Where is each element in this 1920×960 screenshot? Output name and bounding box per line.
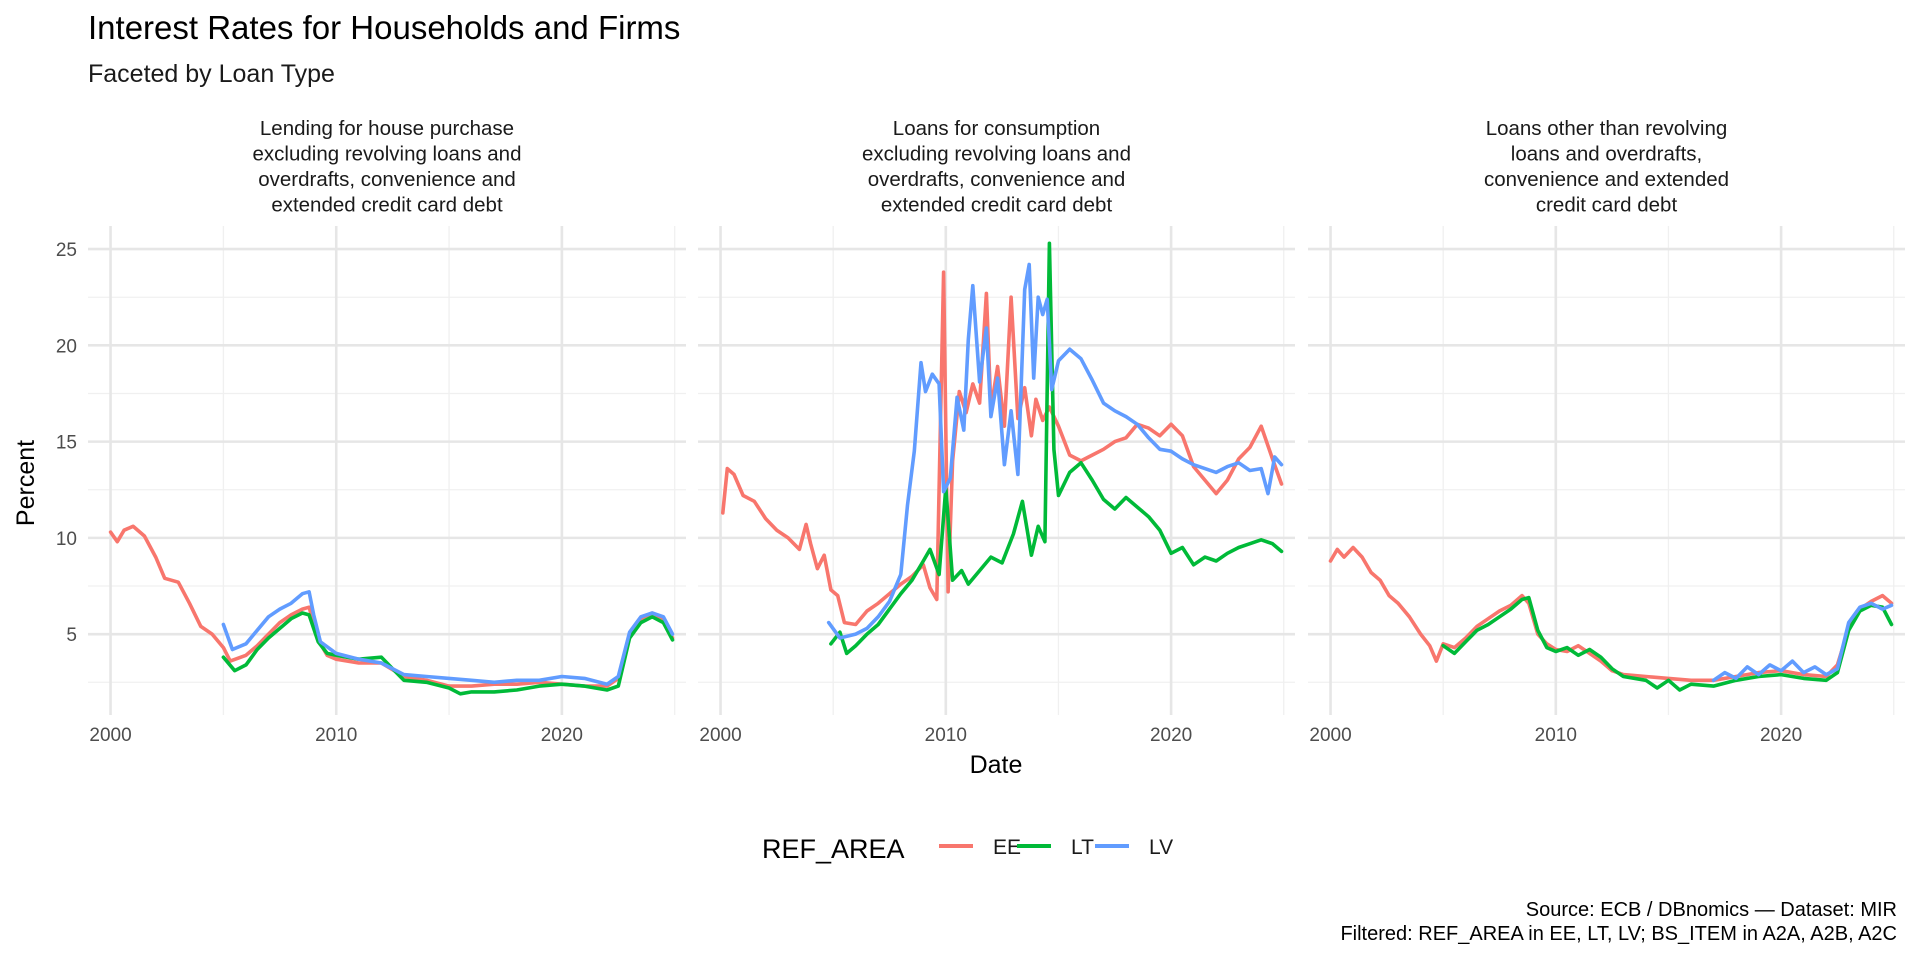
x-tick-label: 2010 bbox=[925, 725, 967, 746]
x-tick-label: 2000 bbox=[699, 725, 741, 746]
x-tick-label: 2000 bbox=[1309, 725, 1351, 746]
y-tick-label: 5 bbox=[66, 625, 77, 646]
legend-entries: EE LT LV bbox=[939, 836, 1173, 859]
legend-label-lv: LV bbox=[1149, 836, 1173, 859]
x-tick-label: 2010 bbox=[1535, 725, 1577, 746]
series-line-ee bbox=[1328, 545, 1894, 683]
facet-panel-1: Lending for house purchase excluding revo… bbox=[56, 117, 686, 746]
x-tick-label: 2020 bbox=[1150, 725, 1192, 746]
caption-source: Source: ECB / DBnomics — Dataset: MIR bbox=[1526, 899, 1897, 921]
series-line-lv bbox=[1711, 601, 1894, 683]
facet-strip-label: Loans other than revolving bbox=[1486, 117, 1728, 140]
caption-filter: Filtered: REF_AREA in EE, LT, LV; BS_ITE… bbox=[1340, 923, 1897, 945]
y-tick-label: 15 bbox=[56, 433, 77, 454]
chart-title: Interest Rates for Households and Firms bbox=[88, 9, 680, 46]
facet-strip-label: overdrafts, convenience and bbox=[868, 168, 1126, 191]
legend: REF_AREA EE LT LV bbox=[762, 834, 1173, 864]
legend-label-ee: EE bbox=[993, 836, 1021, 859]
x-tick-label: 2000 bbox=[89, 725, 131, 746]
legend-title: REF_AREA bbox=[762, 834, 905, 864]
facet-strip-label: Loans for consumption bbox=[893, 117, 1100, 140]
chart-subtitle: Faceted by Loan Type bbox=[88, 60, 335, 88]
facet-strip-label: overdrafts, convenience and bbox=[258, 168, 516, 191]
facet-strip-label: loans and overdrafts, bbox=[1511, 143, 1702, 166]
series-line-lv bbox=[826, 262, 1284, 640]
series-line-lt bbox=[829, 241, 1284, 656]
legend-label-lt: LT bbox=[1071, 836, 1094, 859]
y-tick-label: 25 bbox=[56, 240, 77, 261]
x-axis-title: Date bbox=[970, 751, 1023, 779]
y-tick-label: 20 bbox=[56, 336, 77, 357]
facet-strip-label: extended credit card debt bbox=[271, 194, 503, 217]
x-tick-label: 2020 bbox=[1760, 725, 1802, 746]
facet-panels: Lending for house purchase excluding revo… bbox=[56, 117, 1905, 746]
series-line-lv bbox=[221, 590, 675, 686]
facet-strip-label: extended credit card debt bbox=[881, 194, 1113, 217]
series-line-lt bbox=[1441, 595, 1894, 692]
series-line-ee bbox=[108, 524, 675, 688]
y-axis-title: Percent bbox=[12, 440, 40, 526]
facet-strip-label: convenience and extended bbox=[1484, 168, 1729, 191]
facet-panel-3: Loans other than revolving loans and over… bbox=[1308, 117, 1905, 746]
y-tick-label: 10 bbox=[56, 529, 77, 550]
facet-strip-label: excluding revolving loans and bbox=[253, 143, 522, 166]
facet-strip-label: Lending for house purchase bbox=[260, 117, 514, 140]
x-tick-label: 2010 bbox=[315, 725, 357, 746]
facet-strip-label: excluding revolving loans and bbox=[862, 143, 1131, 166]
facet-panel-2: Loans for consumption excluding revolving… bbox=[698, 117, 1295, 746]
facet-strip-label: credit card debt bbox=[1536, 194, 1678, 217]
series-line-lt bbox=[221, 611, 675, 696]
x-tick-label: 2020 bbox=[541, 725, 583, 746]
